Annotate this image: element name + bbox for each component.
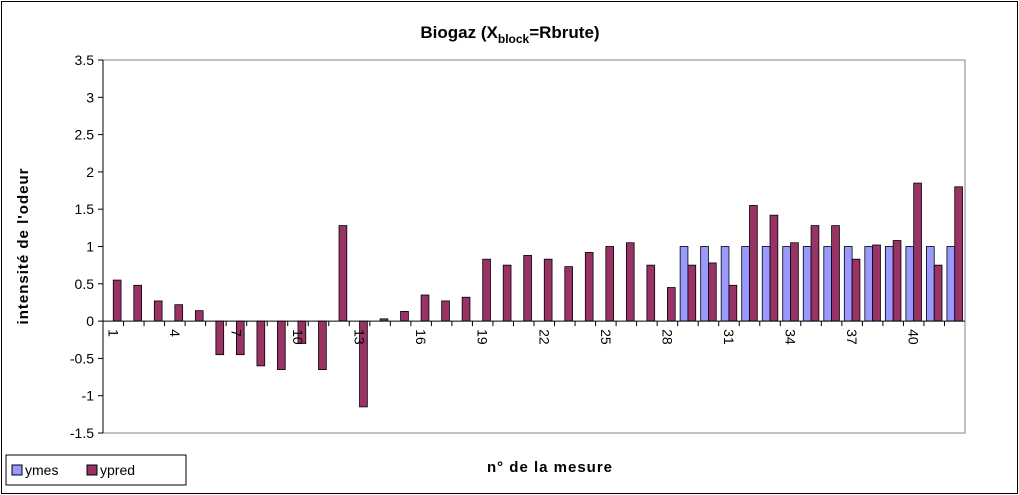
y-tick-label: 1 [86,239,94,255]
bar [749,205,758,322]
x-tick-label: 19 [475,329,491,345]
bar [708,262,717,322]
bar [523,255,532,322]
x-tick-label: 37 [844,329,860,345]
bar [946,246,956,322]
legend-label: ypred [100,462,135,478]
x-tick-label: 16 [413,329,429,345]
x-tick-label: 25 [598,329,614,345]
legend-swatch [86,464,98,476]
bar [646,264,656,322]
x-tick-label: 34 [783,329,799,345]
x-tick-label: 28 [659,329,675,345]
y-tick-label: -1 [82,388,95,404]
bar [831,225,840,322]
y-tick-label: 2.5 [75,127,95,143]
bar [625,242,635,322]
bar [667,287,676,322]
bar [913,182,922,322]
bar [782,246,791,322]
bar [277,320,286,370]
title-subscript: block [498,32,530,46]
bar [851,258,861,322]
x-tick-label: 31 [721,329,737,345]
bar [728,284,738,322]
bar [584,252,594,322]
bar [933,264,943,322]
y-tick-label: 0.5 [75,276,95,292]
bar [769,214,779,322]
title-part: Biogaz (X [420,23,498,42]
bar [441,300,450,322]
bar [338,225,348,322]
bar [236,320,245,356]
x-tick-label: 1 [105,329,121,337]
bar [720,246,730,322]
bar [954,186,963,322]
bar [543,258,553,322]
legend-label: ymes [25,462,58,478]
bar [790,242,799,322]
bar [864,246,874,322]
x-tick-label: 22 [536,329,552,345]
title-part: =Rbrute) [529,23,599,42]
y-axis-label: intensité de l'odeur [15,168,32,325]
x-axis-label: n° de la mesure [487,459,613,476]
y-tick-label: 0 [86,313,94,329]
x-tick-label: 40 [906,329,922,345]
bar [905,246,915,322]
bar [400,311,409,322]
bar [884,246,894,322]
y-tick-label: 1.5 [75,201,95,217]
bar [700,246,709,322]
bar [926,246,935,322]
bar [810,225,820,322]
bar [687,264,697,322]
bar [872,244,881,322]
y-tick-label: 3 [86,89,94,105]
bar [194,310,204,322]
x-tick-label: 13 [352,329,368,345]
x-tick-label: 4 [167,329,183,337]
bar [133,284,142,322]
bar [761,246,771,322]
x-tick-label: 7 [228,329,244,337]
bar [482,258,491,322]
bar [174,304,184,322]
bar [461,296,471,322]
bar [256,320,266,367]
bar [420,294,430,322]
chart-title: Biogaz (Xblock=Rbrute) [420,23,599,46]
bar [802,246,812,322]
y-tick-label: 2 [86,164,94,180]
bar [892,240,902,322]
legend-swatch [11,464,23,476]
bar [502,264,512,322]
bar [823,246,832,322]
x-tick-label: 10 [290,329,306,345]
bar [605,246,615,322]
y-tick-label: -0.5 [70,350,94,366]
y-tick-label: -1.5 [70,425,94,441]
bar [564,266,573,322]
bar [318,320,327,370]
bar [679,246,689,322]
bar [741,246,750,322]
bar [112,279,122,322]
bar [153,300,163,322]
y-tick-label: 3.5 [75,52,95,68]
bar [215,320,225,356]
bar [843,246,853,322]
